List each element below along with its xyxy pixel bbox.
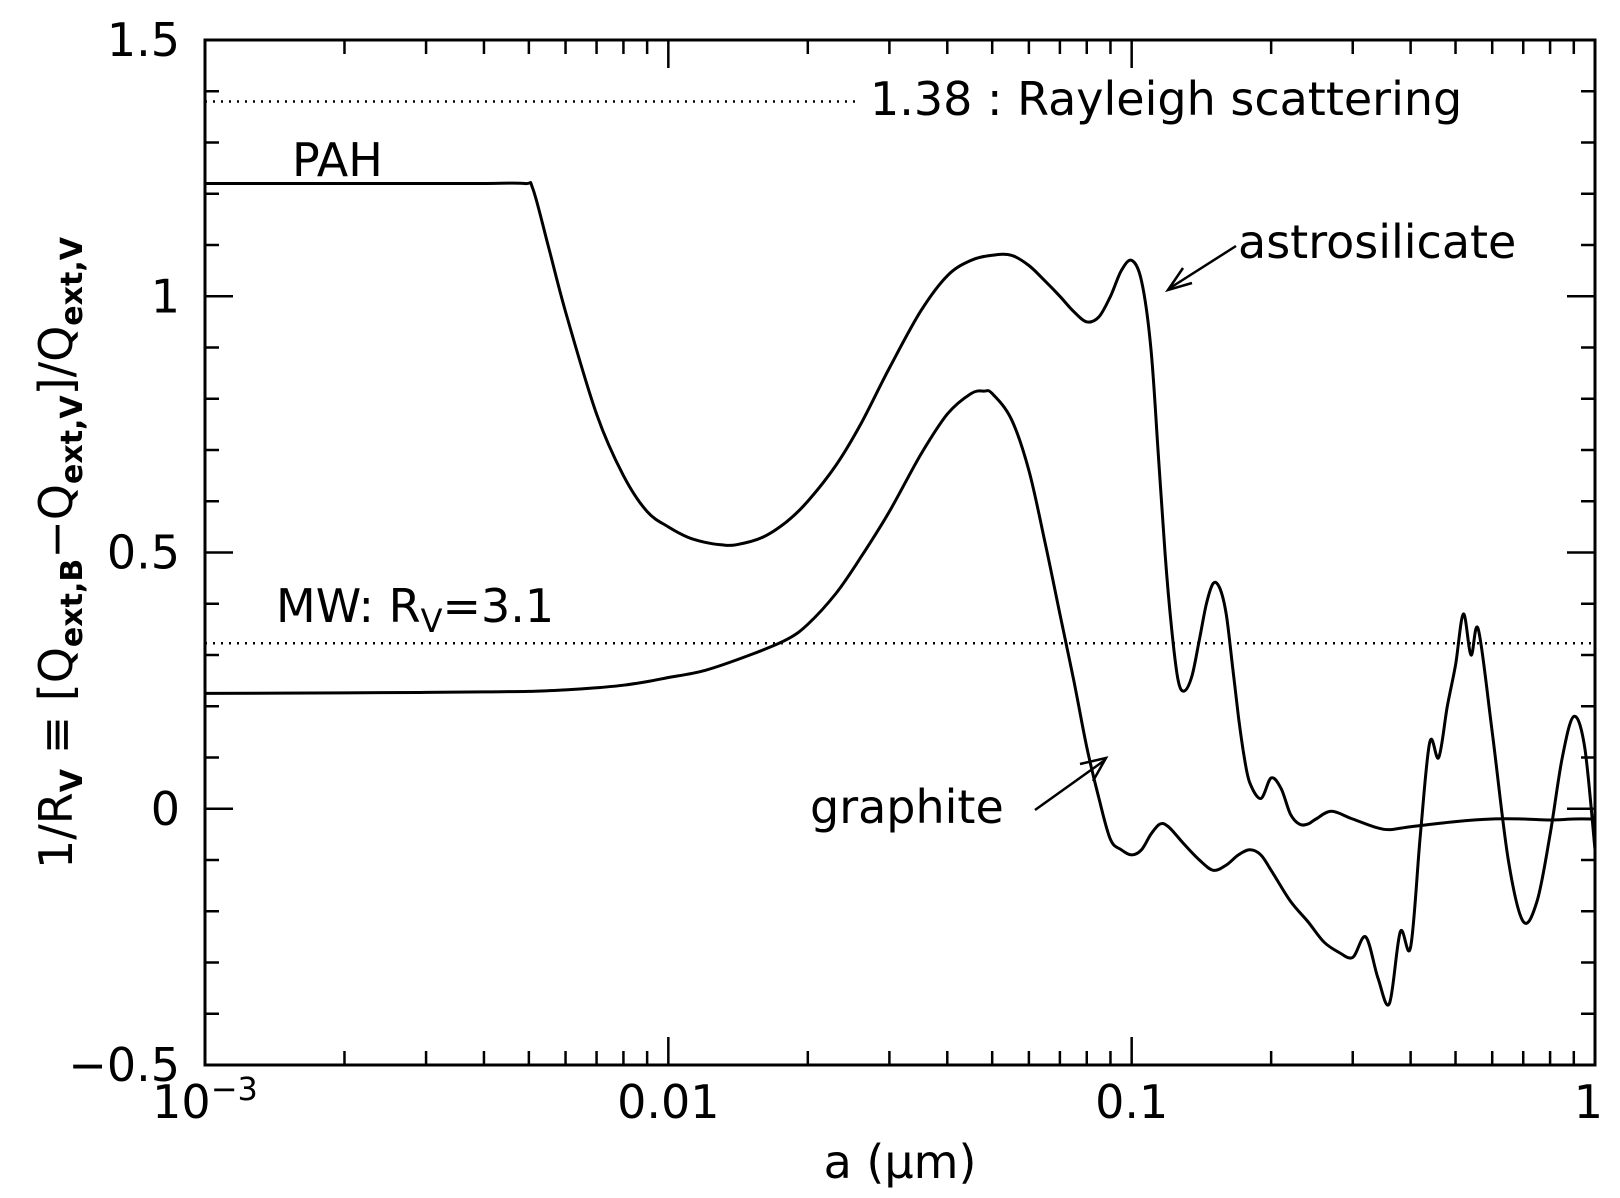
- graphite-arrow: [1034, 756, 1109, 812]
- x-tick-label: 10−3: [152, 1070, 258, 1129]
- y-tick-label: 1.5: [107, 13, 180, 67]
- axis-tick-labels: 10−3 0.01 0.1 1 −0.5 0 0.5 1 1.5: [68, 13, 1603, 1129]
- x-tick-label-base: 1: [1574, 1075, 1603, 1129]
- plot-frame: [203, 38, 1597, 1067]
- y-title-c-sub: ext,V: [55, 395, 90, 484]
- curves: [204, 181, 1597, 1007]
- y-axis-title: 1/RV ≡ [Qext,B−Qext,V]/Qext,V: [29, 236, 90, 869]
- x-tick-label: 1: [1574, 1075, 1603, 1129]
- y-title-a: 1/R: [29, 792, 83, 869]
- y-tick-label: 0: [151, 782, 180, 836]
- y-tick-label: 0.5: [107, 526, 180, 580]
- x-tick-label: 0.01: [617, 1075, 719, 1129]
- x-tick-label-base: 10: [152, 1075, 211, 1129]
- y-title-d: ]/Q: [29, 326, 83, 396]
- y-title-a-sub: V: [55, 768, 90, 792]
- y-title-c: −Q: [29, 484, 83, 559]
- rayleigh-label: 1.38 : Rayleigh scattering: [870, 72, 1462, 126]
- y-title-b: ≡ [Q: [29, 647, 83, 769]
- y-title-d-sub: ext,V: [55, 236, 90, 325]
- x-tick-label: 0.1: [1095, 1075, 1168, 1129]
- pah-label: PAH: [292, 133, 383, 187]
- mw-label: MW: RV=3.1: [276, 579, 554, 640]
- x-tick-label-base: 0.01: [617, 1075, 719, 1129]
- axis-ticks: [203, 38, 1595, 1067]
- y-tick-label: −0.5: [68, 1038, 180, 1092]
- graphite-curve: [204, 389, 1597, 1007]
- astrosilicate-label: astrosilicate: [1238, 215, 1516, 269]
- x-tick-label-exp: −3: [211, 1070, 258, 1108]
- y-title-b-sub: ext,B: [55, 559, 90, 647]
- mw-label-sub: V: [421, 602, 443, 640]
- mw-label-prefix: MW: R: [276, 579, 421, 633]
- pah-astrosilicate-curve: [205, 181, 1596, 832]
- mw-label-suffix: =3.1: [442, 579, 554, 633]
- x-axis-title: a (μm): [824, 1135, 977, 1189]
- graphite-label: graphite: [810, 780, 1004, 834]
- y-tick-label: 1: [151, 269, 180, 323]
- astrosilicate-arrow: [1165, 244, 1237, 293]
- x-tick-label-base: 0.1: [1095, 1075, 1168, 1129]
